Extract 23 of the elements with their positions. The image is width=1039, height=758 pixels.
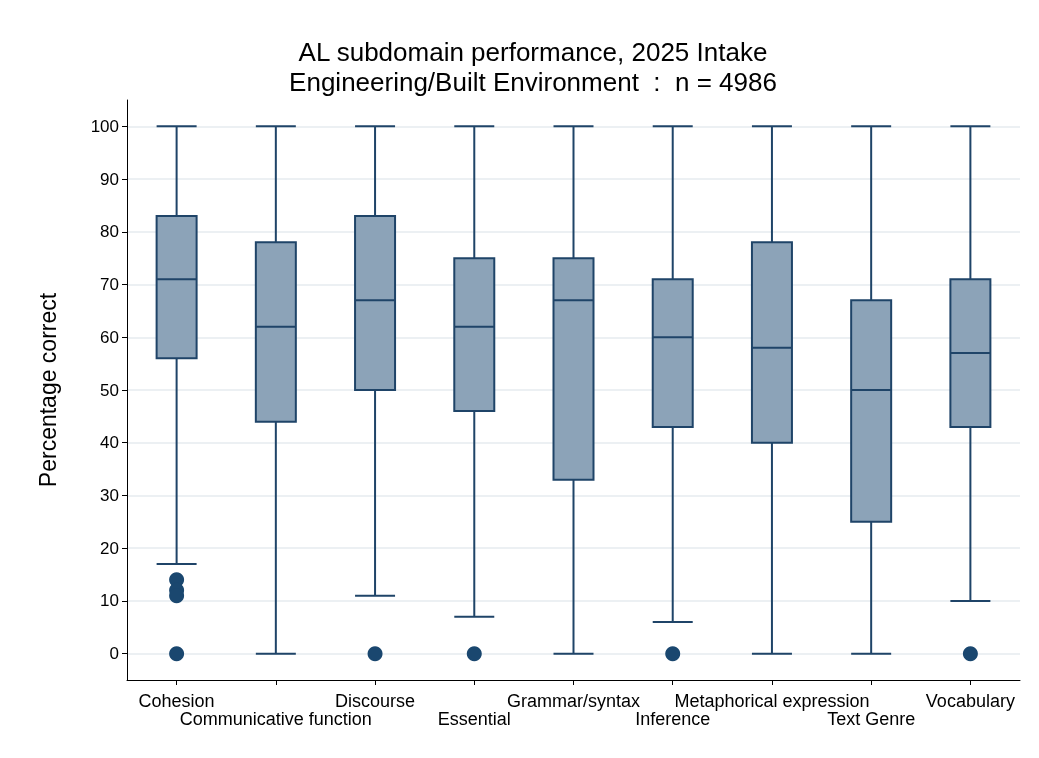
chart-title: AL subdomain performance, 2025 Intake <box>298 37 768 67</box>
y-tick-label: 80 <box>100 222 119 242</box>
y-tick-label: 40 <box>100 433 119 453</box>
chart-subtitle: Engineering/Built Environment : n = 4986 <box>289 67 777 97</box>
y-tick-label: 30 <box>100 485 119 505</box>
x-tick-label: Inference <box>635 709 711 729</box>
y-tick-label: 20 <box>100 538 119 558</box>
x-tick-label: Essential <box>437 709 511 729</box>
y-tick-label: 70 <box>100 275 119 295</box>
x-tick-label: Metaphorical expression <box>674 691 870 711</box>
y-tick-label: 10 <box>100 591 119 611</box>
y-axis-title: Percentage correct <box>34 292 61 488</box>
y-tick-label: 0 <box>109 644 119 664</box>
x-tick-label: Communicative function <box>179 709 372 729</box>
y-tick-label: 60 <box>100 327 119 347</box>
x-tick-label: Grammar/syntax <box>506 691 641 711</box>
x-tick-label: Discourse <box>335 691 416 711</box>
y-tick-label: 50 <box>100 380 119 400</box>
y-tick-label: 90 <box>100 169 119 189</box>
x-tick-label: Vocabulary <box>925 691 1015 711</box>
x-tick-label: Cohesion <box>138 691 215 711</box>
y-tick-label: 100 <box>90 116 119 136</box>
x-tick-label: Text Genre <box>827 709 916 729</box>
